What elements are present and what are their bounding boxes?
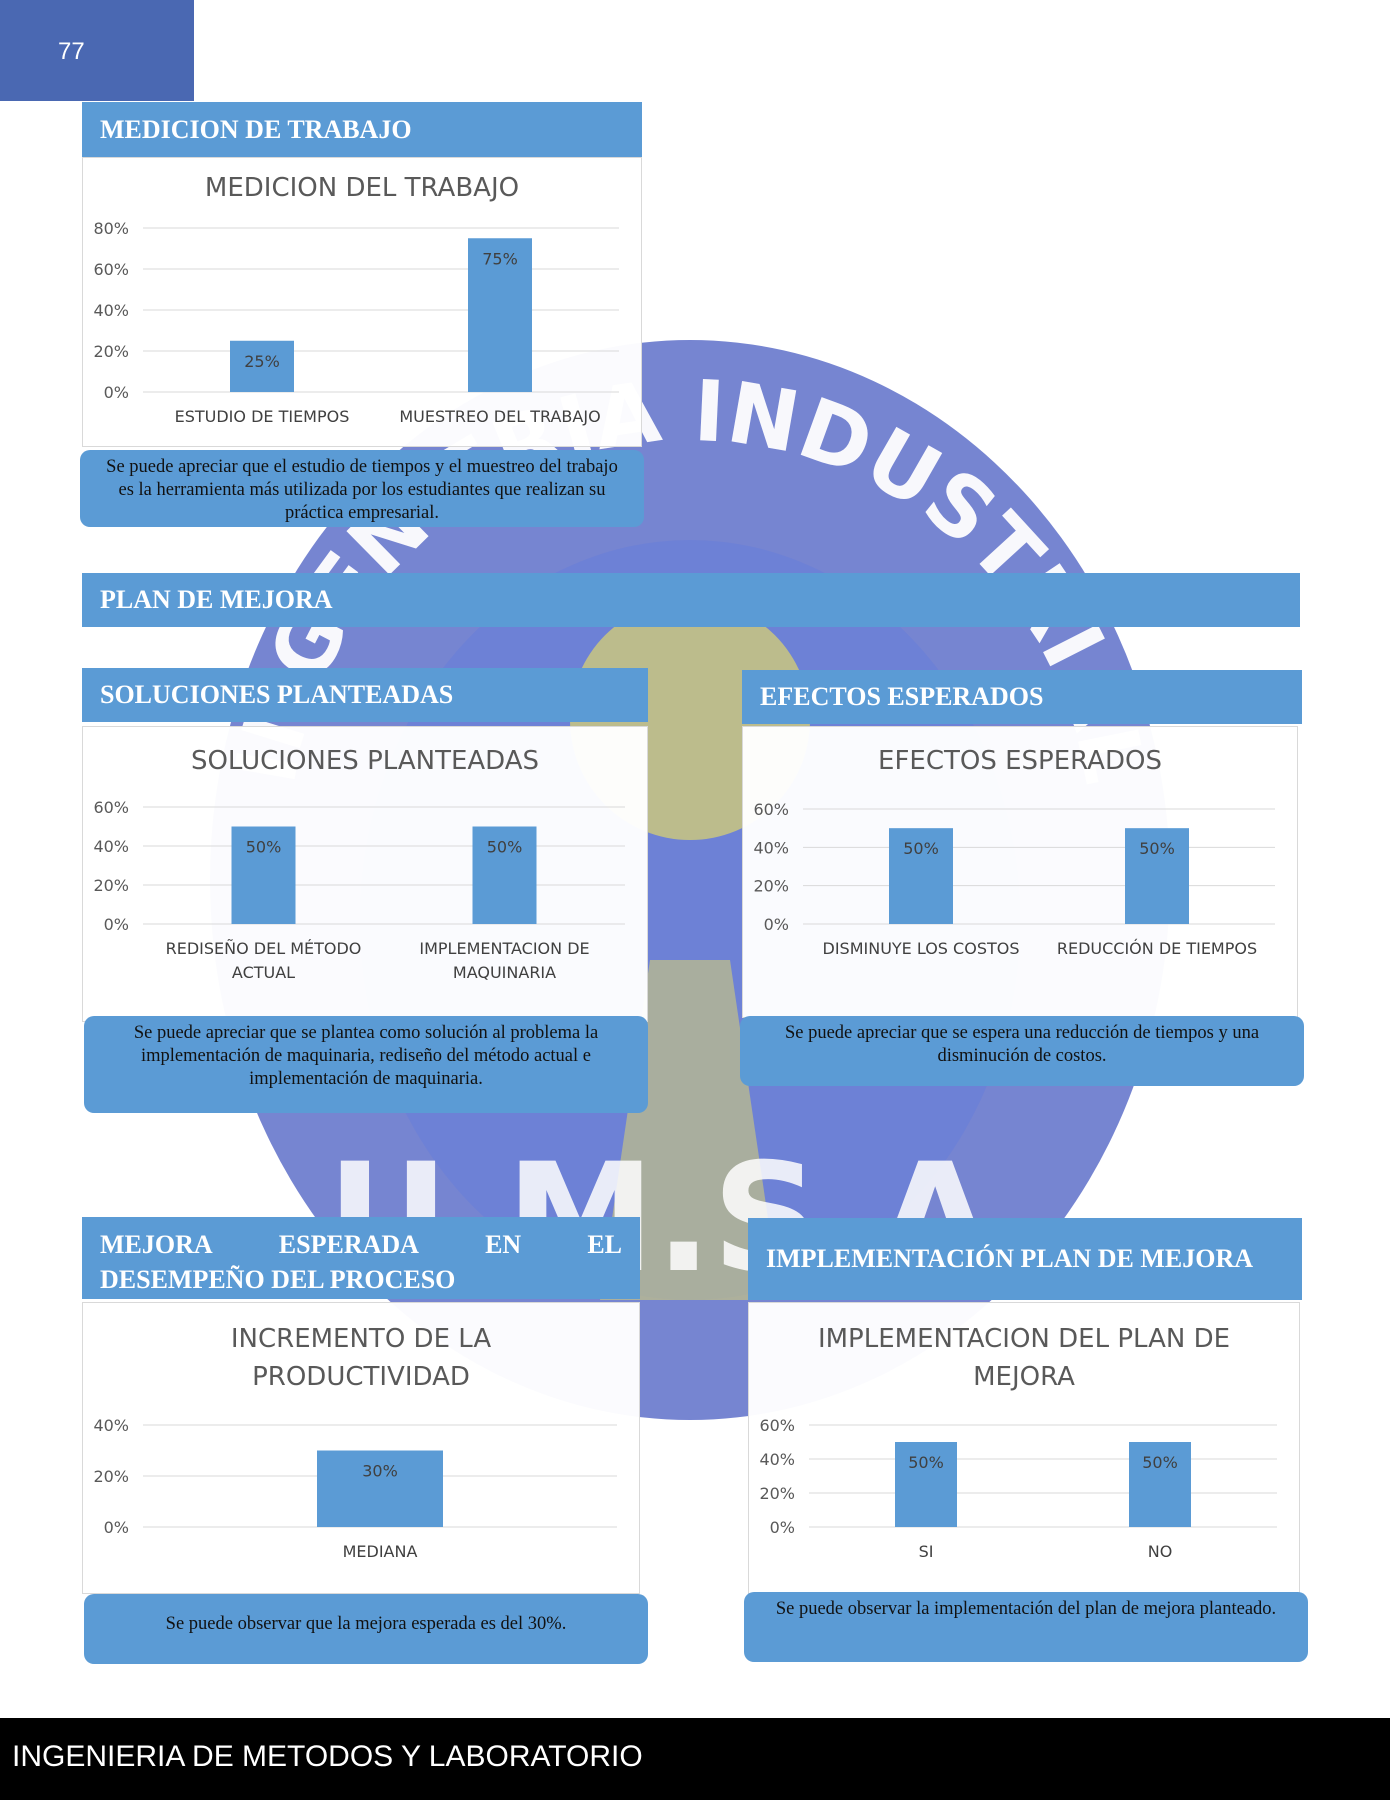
- section-title: SOLUCIONES PLANTEADAS: [100, 680, 454, 709]
- chart-title: PRODUCTIVIDAD: [252, 1362, 470, 1392]
- y-tick-label: 60%: [93, 798, 129, 817]
- bar: [468, 238, 532, 392]
- title-word: ESPERADA: [278, 1230, 419, 1259]
- y-tick-label: 40%: [93, 837, 129, 856]
- chart-title: MEDICION DEL TRABAJO: [205, 173, 519, 203]
- chart-title: INCREMENTO DE LA: [231, 1324, 491, 1354]
- note-implementacion: Se puede observar la implementación del …: [744, 1592, 1308, 1662]
- section-title-line1: MEJORA ESPERADA EN EL: [100, 1227, 622, 1262]
- title-word: EN: [485, 1230, 522, 1259]
- page-number: 77: [58, 38, 85, 65]
- y-tick-label: 0%: [104, 383, 129, 402]
- y-tick-label: 0%: [104, 915, 129, 934]
- category-label: SI: [919, 1542, 934, 1561]
- category-label: REDUCCIÓN DE TIEMPOS: [1057, 939, 1257, 958]
- category-label: IMPLEMENTACION DE: [419, 939, 589, 958]
- section-header-plan: PLAN DE MEJORA: [82, 573, 1300, 627]
- chart-medicion: MEDICION DEL TRABAJO 0% 20% 40% 60% 80% 25% EST…: [82, 157, 642, 447]
- y-tick-label: 40%: [93, 1416, 129, 1435]
- category-label: MUESTREO DEL TRABAJO: [399, 407, 600, 426]
- section-title: IMPLEMENTACIÓN PLAN DE MEJORA: [766, 1244, 1254, 1273]
- chart-soluciones: SOLUCIONES PLANTEADAS 0% 20% 40% 60% 50% REDIS…: [82, 726, 648, 1022]
- data-label: 30%: [362, 1462, 398, 1481]
- bar: [231, 826, 296, 924]
- category-label: REDISEÑO DEL MÉTODO: [166, 939, 362, 958]
- section-header-mejora: MEJORA ESPERADA EN EL DESEMPEÑO DEL PROC…: [82, 1217, 640, 1299]
- category-label: ACTUAL: [232, 963, 295, 982]
- note-text: Se puede observar la implementación del …: [775, 1599, 1277, 1619]
- chart-title: MEJORA: [973, 1362, 1075, 1392]
- y-tick-label: 60%: [759, 1416, 795, 1435]
- category-label: NO: [1148, 1542, 1173, 1561]
- y-tick-label: 80%: [93, 219, 129, 238]
- chart-implementacion-svg: IMPLEMENTACION DEL PLAN DE MEJORA 0% 20% 40%…: [759, 1324, 1277, 1561]
- bar: [1125, 828, 1189, 924]
- chart-mejora-svg: INCREMENTO DE LA PRODUCTIVIDAD 0% 20% 40% 30%…: [93, 1324, 617, 1561]
- y-tick-label: 20%: [753, 877, 789, 896]
- category-label: ESTUDIO DE TIEMPOS: [175, 407, 350, 426]
- y-tick-label: 20%: [93, 876, 129, 895]
- footer-title: INGENIERIA DE METODOS Y LABORATORIO: [12, 1740, 643, 1773]
- category-label: MAQUINARIA: [453, 963, 556, 982]
- section-title-line2: DESEMPEÑO DEL PROCESO: [100, 1265, 456, 1294]
- footer-bar: INGENIERIA DE METODOS Y LABORATORIO: [0, 1718, 1390, 1800]
- bar: [230, 340, 294, 392]
- note-mejora: Se puede observar que la mejora esperada…: [84, 1594, 648, 1664]
- title-word: EL: [587, 1230, 622, 1259]
- y-tick-label: 0%: [770, 1518, 795, 1537]
- bar: [895, 1442, 957, 1527]
- bar: [889, 828, 953, 924]
- note-text: Se puede apreciar que se espera una redu…: [784, 1023, 1260, 1066]
- data-label: 50%: [903, 839, 939, 858]
- category-label: DISMINUYE LOS COSTOS: [823, 939, 1020, 958]
- note-soluciones: Se puede apreciar que se plantea como so…: [84, 1016, 648, 1113]
- y-tick-label: 0%: [764, 915, 789, 934]
- section-header-implementacion: IMPLEMENTACIÓN PLAN DE MEJORA: [748, 1218, 1302, 1300]
- chart-implementacion: IMPLEMENTACION DEL PLAN DE MEJORA 0% 20% 40%…: [748, 1302, 1300, 1594]
- note-medicion: Se puede apreciar que el estudio de tiem…: [80, 450, 644, 527]
- chart-efectos: EFECTOS ESPERADOS 0% 20% 40% 60% 50% DISMINUYE…: [742, 726, 1298, 1018]
- note-text: Se puede observar que la mejora esperada…: [165, 1614, 567, 1634]
- bar: [1129, 1442, 1191, 1527]
- section-header-medicion: MEDICION DE TRABAJO: [82, 102, 642, 157]
- data-label: 50%: [487, 838, 523, 857]
- chart-mejora: INCREMENTO DE LA PRODUCTIVIDAD 0% 20% 40% 30%…: [82, 1302, 640, 1594]
- data-label: 50%: [1142, 1453, 1178, 1472]
- y-tick-label: 60%: [93, 260, 129, 279]
- chart-efectos-svg: EFECTOS ESPERADOS 0% 20% 40% 60% 50% DISMINUYE…: [753, 746, 1275, 958]
- data-label: 50%: [246, 838, 282, 857]
- y-tick-label: 60%: [753, 800, 789, 819]
- data-label: 50%: [1139, 839, 1175, 858]
- y-tick-label: 20%: [93, 342, 129, 361]
- note-text: Se puede apreciar que el estudio de tiem…: [106, 457, 618, 523]
- note-text: Se puede apreciar que se plantea como so…: [133, 1023, 599, 1089]
- chart-title: SOLUCIONES PLANTEADAS: [191, 746, 539, 776]
- chart-title: IMPLEMENTACION DEL PLAN DE: [818, 1324, 1230, 1354]
- section-title: PLAN DE MEJORA: [100, 585, 333, 614]
- y-tick-label: 0%: [104, 1518, 129, 1537]
- y-tick-label: 40%: [753, 838, 789, 857]
- data-label: 25%: [244, 352, 280, 371]
- note-efectos: Se puede apreciar que se espera una redu…: [740, 1016, 1304, 1086]
- y-tick-label: 20%: [759, 1484, 795, 1503]
- data-label: 75%: [482, 249, 518, 268]
- title-word: MEJORA: [100, 1230, 213, 1259]
- chart-title: EFECTOS ESPERADOS: [878, 746, 1162, 776]
- section-header-soluciones: SOLUCIONES PLANTEADAS: [82, 668, 648, 722]
- page-number-tab: 77: [0, 0, 194, 101]
- y-tick-label: 40%: [759, 1450, 795, 1469]
- category-label: MEDIANA: [343, 1542, 418, 1561]
- section-title: EFECTOS ESPERADOS: [760, 682, 1044, 711]
- y-tick-label: 20%: [93, 1467, 129, 1486]
- section-header-efectos: EFECTOS ESPERADOS: [742, 670, 1302, 724]
- chart-soluciones-svg: SOLUCIONES PLANTEADAS 0% 20% 40% 60% 50% REDIS…: [93, 746, 625, 982]
- bar: [317, 1450, 443, 1527]
- y-tick-label: 40%: [93, 301, 129, 320]
- chart-medicion-svg: MEDICION DEL TRABAJO 0% 20% 40% 60% 80% 25% EST…: [93, 173, 619, 426]
- section-title: MEDICION DE TRABAJO: [100, 114, 412, 144]
- data-label: 50%: [908, 1453, 944, 1472]
- bar: [472, 826, 537, 924]
